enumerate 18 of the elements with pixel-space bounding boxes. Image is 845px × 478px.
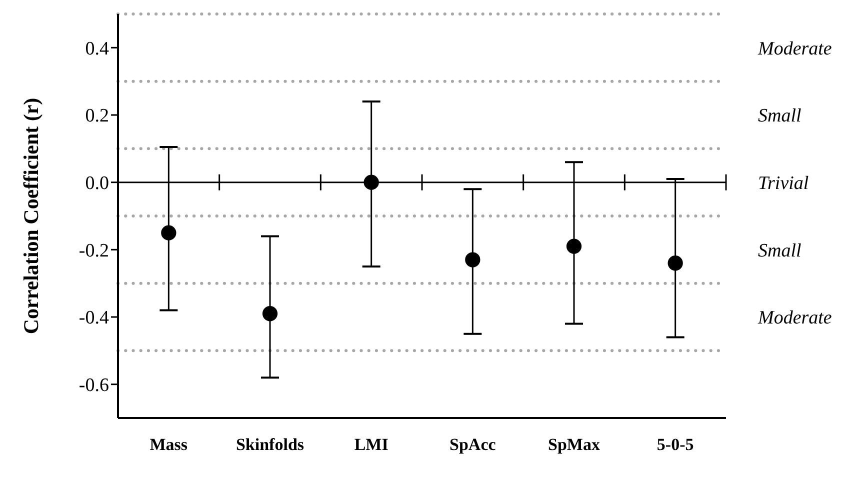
x-tick-label: SpAcc xyxy=(450,435,496,454)
y-tick-label: 0.0 xyxy=(85,172,109,194)
y-tick-label: -0.6 xyxy=(78,374,109,396)
text: Moderate xyxy=(757,38,832,60)
x-tick-label: 5-0-5 xyxy=(656,435,694,454)
y-tick-label: 0.4 xyxy=(85,38,110,60)
x-tick-label: Skinfolds xyxy=(236,435,304,454)
text: Small xyxy=(758,106,802,127)
y-tick-label: -0.4 xyxy=(78,308,110,329)
x-tick-label: LMI xyxy=(354,435,389,454)
text: Small xyxy=(758,240,802,262)
y-tick-label: -0.2 xyxy=(78,240,109,262)
text: Moderate xyxy=(757,308,832,329)
x-tick-label: SpMax xyxy=(548,435,600,454)
y-axis-title: Correlation Coefficient (r) xyxy=(19,98,43,334)
y-tick-label: 0.2 xyxy=(85,106,109,127)
x-tick-label: Mass xyxy=(150,435,188,454)
text: Trivial xyxy=(758,172,809,194)
